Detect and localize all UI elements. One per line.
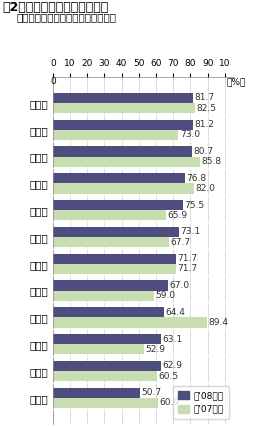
Text: 89.4: 89.4 [208, 318, 228, 327]
Text: （地域ブロック順位別／前回比較）: （地域ブロック順位別／前回比較） [17, 12, 117, 22]
Text: 67.7: 67.7 [171, 238, 191, 247]
Bar [53, 183, 194, 193]
Bar [53, 227, 179, 237]
Text: 62.9: 62.9 [162, 361, 182, 370]
Text: 67.0: 67.0 [170, 281, 190, 290]
Bar [53, 130, 178, 140]
Text: 図2：大地震の発生への不安感: 図2：大地震の発生への不安感 [3, 1, 109, 14]
Bar [53, 93, 193, 103]
Bar [53, 157, 200, 167]
Text: 81.7: 81.7 [195, 93, 215, 102]
Text: 85.8: 85.8 [202, 157, 222, 166]
Text: 0: 0 [50, 77, 56, 86]
Text: 80.7: 80.7 [193, 147, 213, 156]
Text: 71.7: 71.7 [178, 254, 198, 263]
Bar [53, 200, 183, 210]
Text: 71.7: 71.7 [178, 265, 198, 273]
Text: 59.0: 59.0 [156, 291, 176, 300]
Bar [53, 361, 161, 371]
Text: 64.4: 64.4 [165, 308, 185, 317]
Text: 63.1: 63.1 [163, 335, 183, 344]
Text: 60.5: 60.5 [158, 372, 178, 380]
Bar [53, 334, 162, 344]
Text: 75.5: 75.5 [184, 201, 204, 210]
Bar [53, 173, 185, 183]
Bar [53, 210, 166, 220]
Bar [53, 318, 207, 327]
Bar [53, 146, 192, 157]
Bar [53, 371, 157, 381]
Bar [53, 119, 193, 130]
Text: 50.7: 50.7 [142, 388, 162, 397]
Text: 52.9: 52.9 [145, 345, 165, 354]
Bar [53, 344, 144, 354]
Bar [53, 254, 176, 264]
Text: 76.8: 76.8 [186, 174, 207, 183]
Text: （%）: （%） [227, 77, 246, 86]
Bar [53, 291, 154, 301]
Text: 73.1: 73.1 [180, 227, 200, 236]
Text: 60.9: 60.9 [159, 398, 179, 407]
Text: 82.5: 82.5 [196, 104, 216, 113]
Text: 82.0: 82.0 [195, 184, 215, 193]
Bar [53, 264, 176, 274]
Text: 65.9: 65.9 [168, 211, 188, 220]
Bar [53, 280, 168, 291]
Bar [53, 237, 169, 247]
Bar [53, 103, 195, 113]
Bar [53, 388, 140, 398]
Bar [53, 307, 164, 318]
Text: 81.2: 81.2 [194, 120, 214, 129]
Text: 73.0: 73.0 [180, 131, 200, 140]
Bar [53, 398, 158, 408]
Legend: （'08年）, （'07年）: （'08年）, （'07年） [173, 386, 229, 419]
